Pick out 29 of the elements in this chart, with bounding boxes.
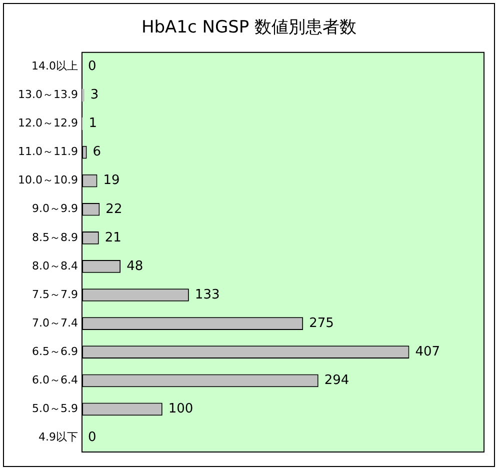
chart-title: HbA1c NGSP 数値別患者数 bbox=[141, 18, 357, 38]
y-tick-label: 9.0～9.9 bbox=[32, 202, 78, 216]
data-label: 275 bbox=[309, 316, 334, 331]
data-label: 48 bbox=[126, 258, 144, 274]
y-tick-label: 5.0～5.9 bbox=[32, 402, 78, 416]
data-label: 294 bbox=[324, 373, 350, 388]
data-label: 1 bbox=[88, 116, 98, 132]
y-tick-label: 7.0～7.4 bbox=[32, 316, 78, 330]
data-label: 22 bbox=[106, 202, 122, 217]
data-label: 3 bbox=[90, 88, 99, 103]
y-tick-label: 7.5～7.9 bbox=[32, 288, 78, 301]
y-tick-label: 6.0～6.4 bbox=[32, 374, 78, 386]
data-label: 0 bbox=[88, 59, 96, 74]
data-label: 21 bbox=[104, 230, 122, 246]
data-label: 133 bbox=[194, 287, 220, 302]
y-tick-label: 8.0～8.4 bbox=[32, 259, 78, 272]
data-label: 0 bbox=[88, 430, 96, 446]
y-tick-label: 11.0～11.9 bbox=[18, 145, 78, 158]
y-tick-label: 13.0～13.9 bbox=[18, 88, 78, 102]
data-label: 100 bbox=[168, 402, 194, 417]
y-tick-label: 14.0以上 bbox=[31, 60, 78, 73]
y-tick-label: 10.0～10.9 bbox=[18, 174, 78, 187]
data-label: 6 bbox=[92, 144, 102, 160]
data-label: 407 bbox=[415, 344, 440, 360]
y-tick-label: 12.0～12.9 bbox=[18, 116, 78, 130]
y-tick-label: 8.5～8.9 bbox=[32, 230, 78, 244]
y-tick-label: 6.5～6.9 bbox=[32, 344, 78, 358]
y-tick-label: 4.9以下 bbox=[38, 430, 78, 444]
data-label: 19 bbox=[103, 173, 120, 188]
